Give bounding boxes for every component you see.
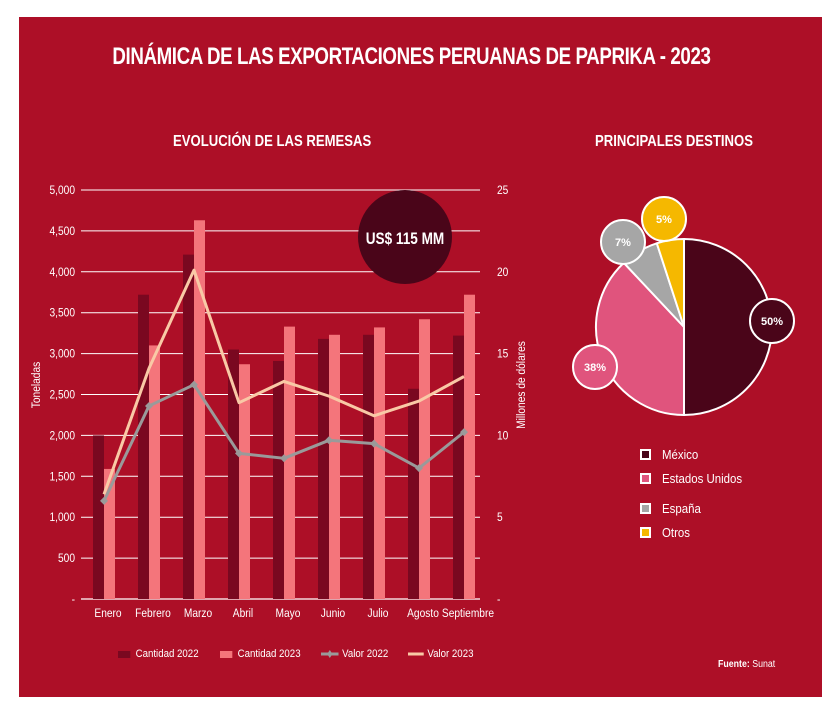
- legend-label: Otros: [662, 525, 690, 540]
- pie-percent-label: 7%: [615, 237, 631, 249]
- line-valor-2022-point: [415, 464, 423, 473]
- bar-cantidad-2022: [228, 349, 239, 599]
- bar-cantidad-2023: [329, 334, 340, 599]
- y-tick-label: 500: [58, 552, 75, 565]
- total-value-badge-text: US$ 115 MM: [366, 230, 445, 249]
- y2-tick-label: 20: [497, 266, 508, 279]
- x-tick-label: Abril: [233, 607, 253, 620]
- x-tick-label: Mayo: [276, 607, 301, 620]
- bar-cantidad-2022: [183, 254, 194, 599]
- y-tick-label: 3,000: [49, 348, 75, 361]
- bar-chart-title: EVOLUCIÓN DE LAS REMESAS: [173, 133, 372, 150]
- y2-tick-label: 15: [497, 348, 508, 361]
- source-value: Sunat: [752, 659, 776, 670]
- line-valor-2022-point: [370, 439, 378, 448]
- legend-swatch-espana: [640, 503, 651, 514]
- bar-cantidad-2022: [363, 334, 374, 599]
- legend-label: Valor 2023: [426, 648, 473, 660]
- legend-swatch-otros: [640, 527, 651, 538]
- bar-cantidad-2023: [419, 319, 430, 599]
- legend-item-valor-2023: Valor 2023: [407, 648, 473, 660]
- line-valor-2022-point: [145, 401, 153, 410]
- legend-label: España: [662, 501, 701, 516]
- legend-label: Cantidad 2023: [237, 648, 301, 660]
- pie-percent-label: 38%: [584, 362, 606, 374]
- line-valor-2022-point: [235, 449, 243, 458]
- legend-swatch-cantidad-2022: [118, 650, 131, 658]
- y2-tick-label: 25: [497, 184, 508, 197]
- x-tick-label: Agosto: [407, 607, 439, 620]
- bar-cantidad-2023: [464, 294, 475, 599]
- bar-cantidad-2022: [453, 335, 464, 599]
- pie-percent-label: 5%: [656, 214, 672, 226]
- y-tick-label: -: [72, 593, 76, 606]
- legend-label: México: [662, 447, 699, 462]
- source-note: Fuente: Sunat: [718, 659, 775, 670]
- legend-item-valor-2022: Valor 2022: [321, 648, 388, 660]
- x-tick-label: Julio: [368, 607, 389, 620]
- y2-tick-label: -: [497, 593, 501, 606]
- y2-tick-label: 10: [497, 430, 508, 443]
- legend-swatch-estados-unidos: [640, 473, 651, 484]
- legend-label: Valor 2022: [342, 648, 389, 660]
- bar-cantidad-2022: [318, 338, 329, 599]
- line-valor-2022-point: [325, 436, 333, 445]
- y-tick-label: 2,500: [49, 389, 75, 402]
- source-label: Fuente:: [718, 659, 750, 670]
- y-tick-label: 2,000: [49, 430, 75, 443]
- line-valor-2022-point: [280, 454, 288, 463]
- y-axis-label: Toneladas: [30, 361, 43, 408]
- y2-axis-label: Millones de dólares: [515, 341, 528, 429]
- legend-item-cantidad-2023: Cantidad 2023: [219, 648, 301, 660]
- pie-percent-label: 50%: [761, 316, 783, 328]
- bar-cantidad-2023: [194, 220, 205, 600]
- y-tick-label: 5,000: [49, 184, 75, 197]
- pie-legend-item-otros: Otros: [640, 525, 694, 540]
- bar-cantidad-2023: [239, 364, 250, 599]
- y-tick-label: 4,500: [49, 225, 75, 238]
- bar-cantidad-2022: [273, 360, 284, 599]
- pie-legend-item-espana: España: [640, 501, 706, 516]
- x-tick-label: Junio: [321, 607, 345, 620]
- line-valor-2022-point: [190, 380, 198, 389]
- bar-cantidad-2022: [93, 435, 104, 599]
- x-tick-label: Septiembre: [442, 607, 494, 620]
- legend-label: Cantidad 2022: [135, 648, 199, 660]
- line-valor-2023: [102, 268, 465, 495]
- x-tick-label: Febrero: [135, 607, 171, 620]
- bar-chart-legend: Cantidad 2022 Cantidad 2023 Valor 2022 V…: [118, 648, 492, 660]
- x-tick-label: Marzo: [184, 607, 212, 620]
- x-tick-label: Enero: [94, 607, 121, 620]
- bar-cantidad-2023: [149, 345, 160, 599]
- bar-cantidad-2023: [284, 326, 295, 599]
- bar-cantidad-2022: [138, 294, 149, 599]
- legend-label: Estados Unidos: [662, 471, 743, 486]
- bar-cantidad-2023: [374, 327, 385, 599]
- line-valor-2022-point: [100, 496, 108, 505]
- pie-label-bubble: [600, 219, 646, 265]
- legend-swatch-cantidad-2023: [219, 650, 232, 658]
- y-tick-label: 4,000: [49, 266, 75, 279]
- total-value-badge: [358, 190, 452, 284]
- bar-cantidad-2022: [408, 388, 419, 599]
- legend-swatch-mexico: [640, 449, 651, 460]
- page-title: DINÁMICA DE LAS EXPORTACIONES PERUANAS D…: [112, 43, 711, 70]
- y-tick-label: 3,500: [49, 307, 75, 320]
- legend-item-cantidad-2022: Cantidad 2022: [118, 648, 199, 660]
- pie-chart-title: PRINCIPALES DESTINOS: [595, 133, 753, 150]
- bar-cantidad-2023: [104, 468, 115, 599]
- legend-line-icon: [407, 652, 424, 656]
- pie-legend-item-estados-unidos: Estados Unidos: [640, 471, 753, 486]
- pie-label-bubble: [749, 298, 795, 344]
- legend-line-marker-icon: [321, 650, 339, 658]
- pie-legend-item-mexico: México: [640, 447, 703, 462]
- y-tick-label: 1,500: [49, 471, 75, 484]
- line-valor-2022-point: [460, 428, 468, 437]
- y-tick-label: 1,000: [49, 512, 75, 525]
- pie-label-bubble: [641, 196, 687, 242]
- y2-tick-label: 5: [497, 512, 503, 525]
- pie-label-bubble: [572, 344, 618, 390]
